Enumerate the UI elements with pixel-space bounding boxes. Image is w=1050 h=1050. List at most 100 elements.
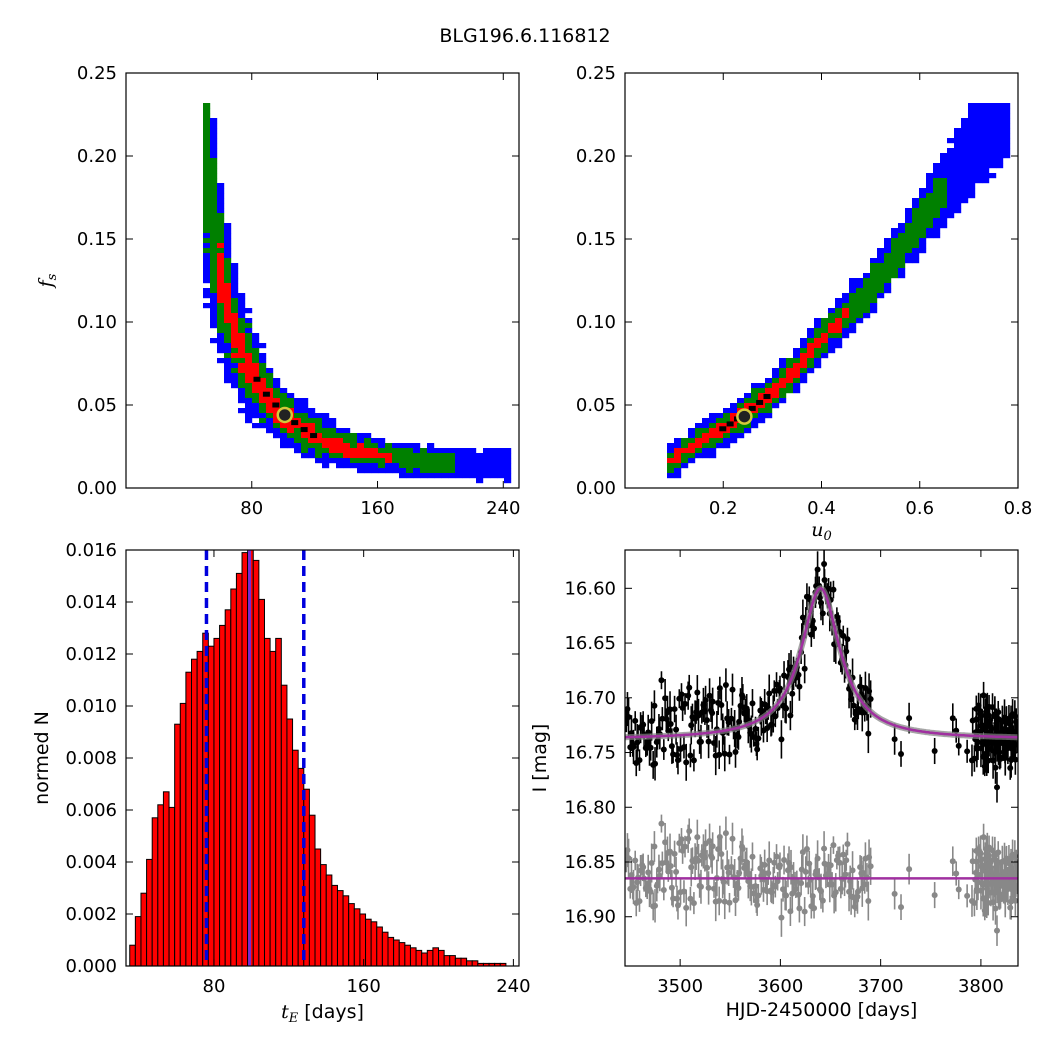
heatmap-cell [975,163,983,169]
heatmap-cell [877,273,885,279]
heatmap-cell [217,323,225,329]
heatmap-cell [863,278,871,284]
y-tick-label: 0.000 [65,956,117,977]
heatmap-cell [954,198,962,204]
heatmap-cell [905,218,913,224]
data-point [964,748,971,755]
heatmap-cell [926,203,934,209]
heatmap-cell [940,193,948,199]
heatmap-cell [821,323,829,329]
heatmap-cell [919,193,927,199]
heatmap-cell [982,143,990,149]
heatmap-cell [926,178,934,184]
heatmap-cell [210,128,218,134]
heatmap-cell [210,248,218,254]
heatmap-cell [469,458,477,464]
data-point [821,576,828,583]
heatmap-cell [315,443,323,449]
heatmap-cell [245,333,253,339]
heatmap-cell [462,473,470,479]
heatmap-cell [315,458,323,464]
heatmap-core-cell [253,376,261,382]
heatmap-cell [308,423,316,429]
heatmap-cell [933,193,941,199]
residual-point [953,870,960,877]
data-point [778,736,785,743]
heatmap-cell [406,448,414,454]
histogram-bar [157,804,164,967]
heatmap-cell [905,213,913,219]
heatmap-cell [968,153,976,159]
x-axis-label-subscript: E [288,1011,299,1026]
data-point [835,618,842,625]
residual-point [722,830,729,837]
heatmap-cell [203,303,211,309]
residual-point [798,880,805,887]
heatmap-cell [336,443,344,449]
data-point [799,614,806,621]
residual-point [811,905,818,912]
residual-point [628,872,635,879]
histogram-bar [179,702,187,967]
heatmap-cell [469,468,477,474]
heatmap-cell [413,453,421,459]
heatmap-cell [975,103,983,109]
heatmap-cell [301,453,309,459]
data-point [716,685,723,692]
heatmap-cell [954,188,962,194]
heatmap-cell [975,108,983,114]
heatmap-cell [989,153,997,159]
heatmap-cell [259,393,267,399]
heatmap-cell [681,448,689,454]
heatmap-cell [350,458,358,464]
histogram-bars [129,549,507,967]
residual-point [799,849,806,856]
heatmap-cell [483,468,491,474]
residual-point [1002,892,1009,899]
heatmap-cell [716,438,724,444]
x-tick-label: 240 [486,498,520,519]
heatmap-cell [308,428,316,434]
heatmap-cell [224,273,232,279]
heatmap-cell [217,303,225,309]
residual-point [725,869,732,876]
heatmap-cell [301,398,309,404]
heatmap-cell [814,348,822,354]
heatmap-cell [301,408,309,414]
residual-point [795,891,802,898]
heatmap-cell [210,163,218,169]
heatmap-cell [434,468,442,474]
heatmap-cell [954,183,962,189]
heatmap-cell [891,233,899,239]
heatmap-cell [231,358,239,364]
heatmap-cell [329,458,337,464]
heatmap-cell [504,473,512,479]
heatmap-cell [1003,108,1011,114]
heatmap-cell [364,458,372,464]
residual-point [783,892,790,899]
heatmap-cell [968,128,976,134]
residual-point [806,860,813,867]
residual-point [654,881,661,888]
residual-point [993,927,1000,934]
heatmap-cell [695,443,703,449]
heatmap-cell [961,198,969,204]
heatmap-cell [968,193,976,199]
heatmap-cell [203,193,211,199]
heatmap-cell [245,413,253,419]
heatmap-cell [982,123,990,129]
heatmap-cell [688,458,696,464]
y-tick-label: 0.00 [77,478,117,499]
heatmap-cell [772,398,780,404]
heatmap-cell [210,158,218,164]
heatmap-cell [856,288,864,294]
heatmap-cell [252,408,260,414]
heatmap-cell [203,183,211,189]
heatmap-cell [863,283,871,289]
heatmap-cell [203,263,211,269]
heatmap-cell [413,458,421,464]
heatmap-cell [996,103,1004,109]
heatmap-cell [765,398,773,404]
heatmap-cell [224,248,232,254]
histogram-bar [258,598,265,967]
